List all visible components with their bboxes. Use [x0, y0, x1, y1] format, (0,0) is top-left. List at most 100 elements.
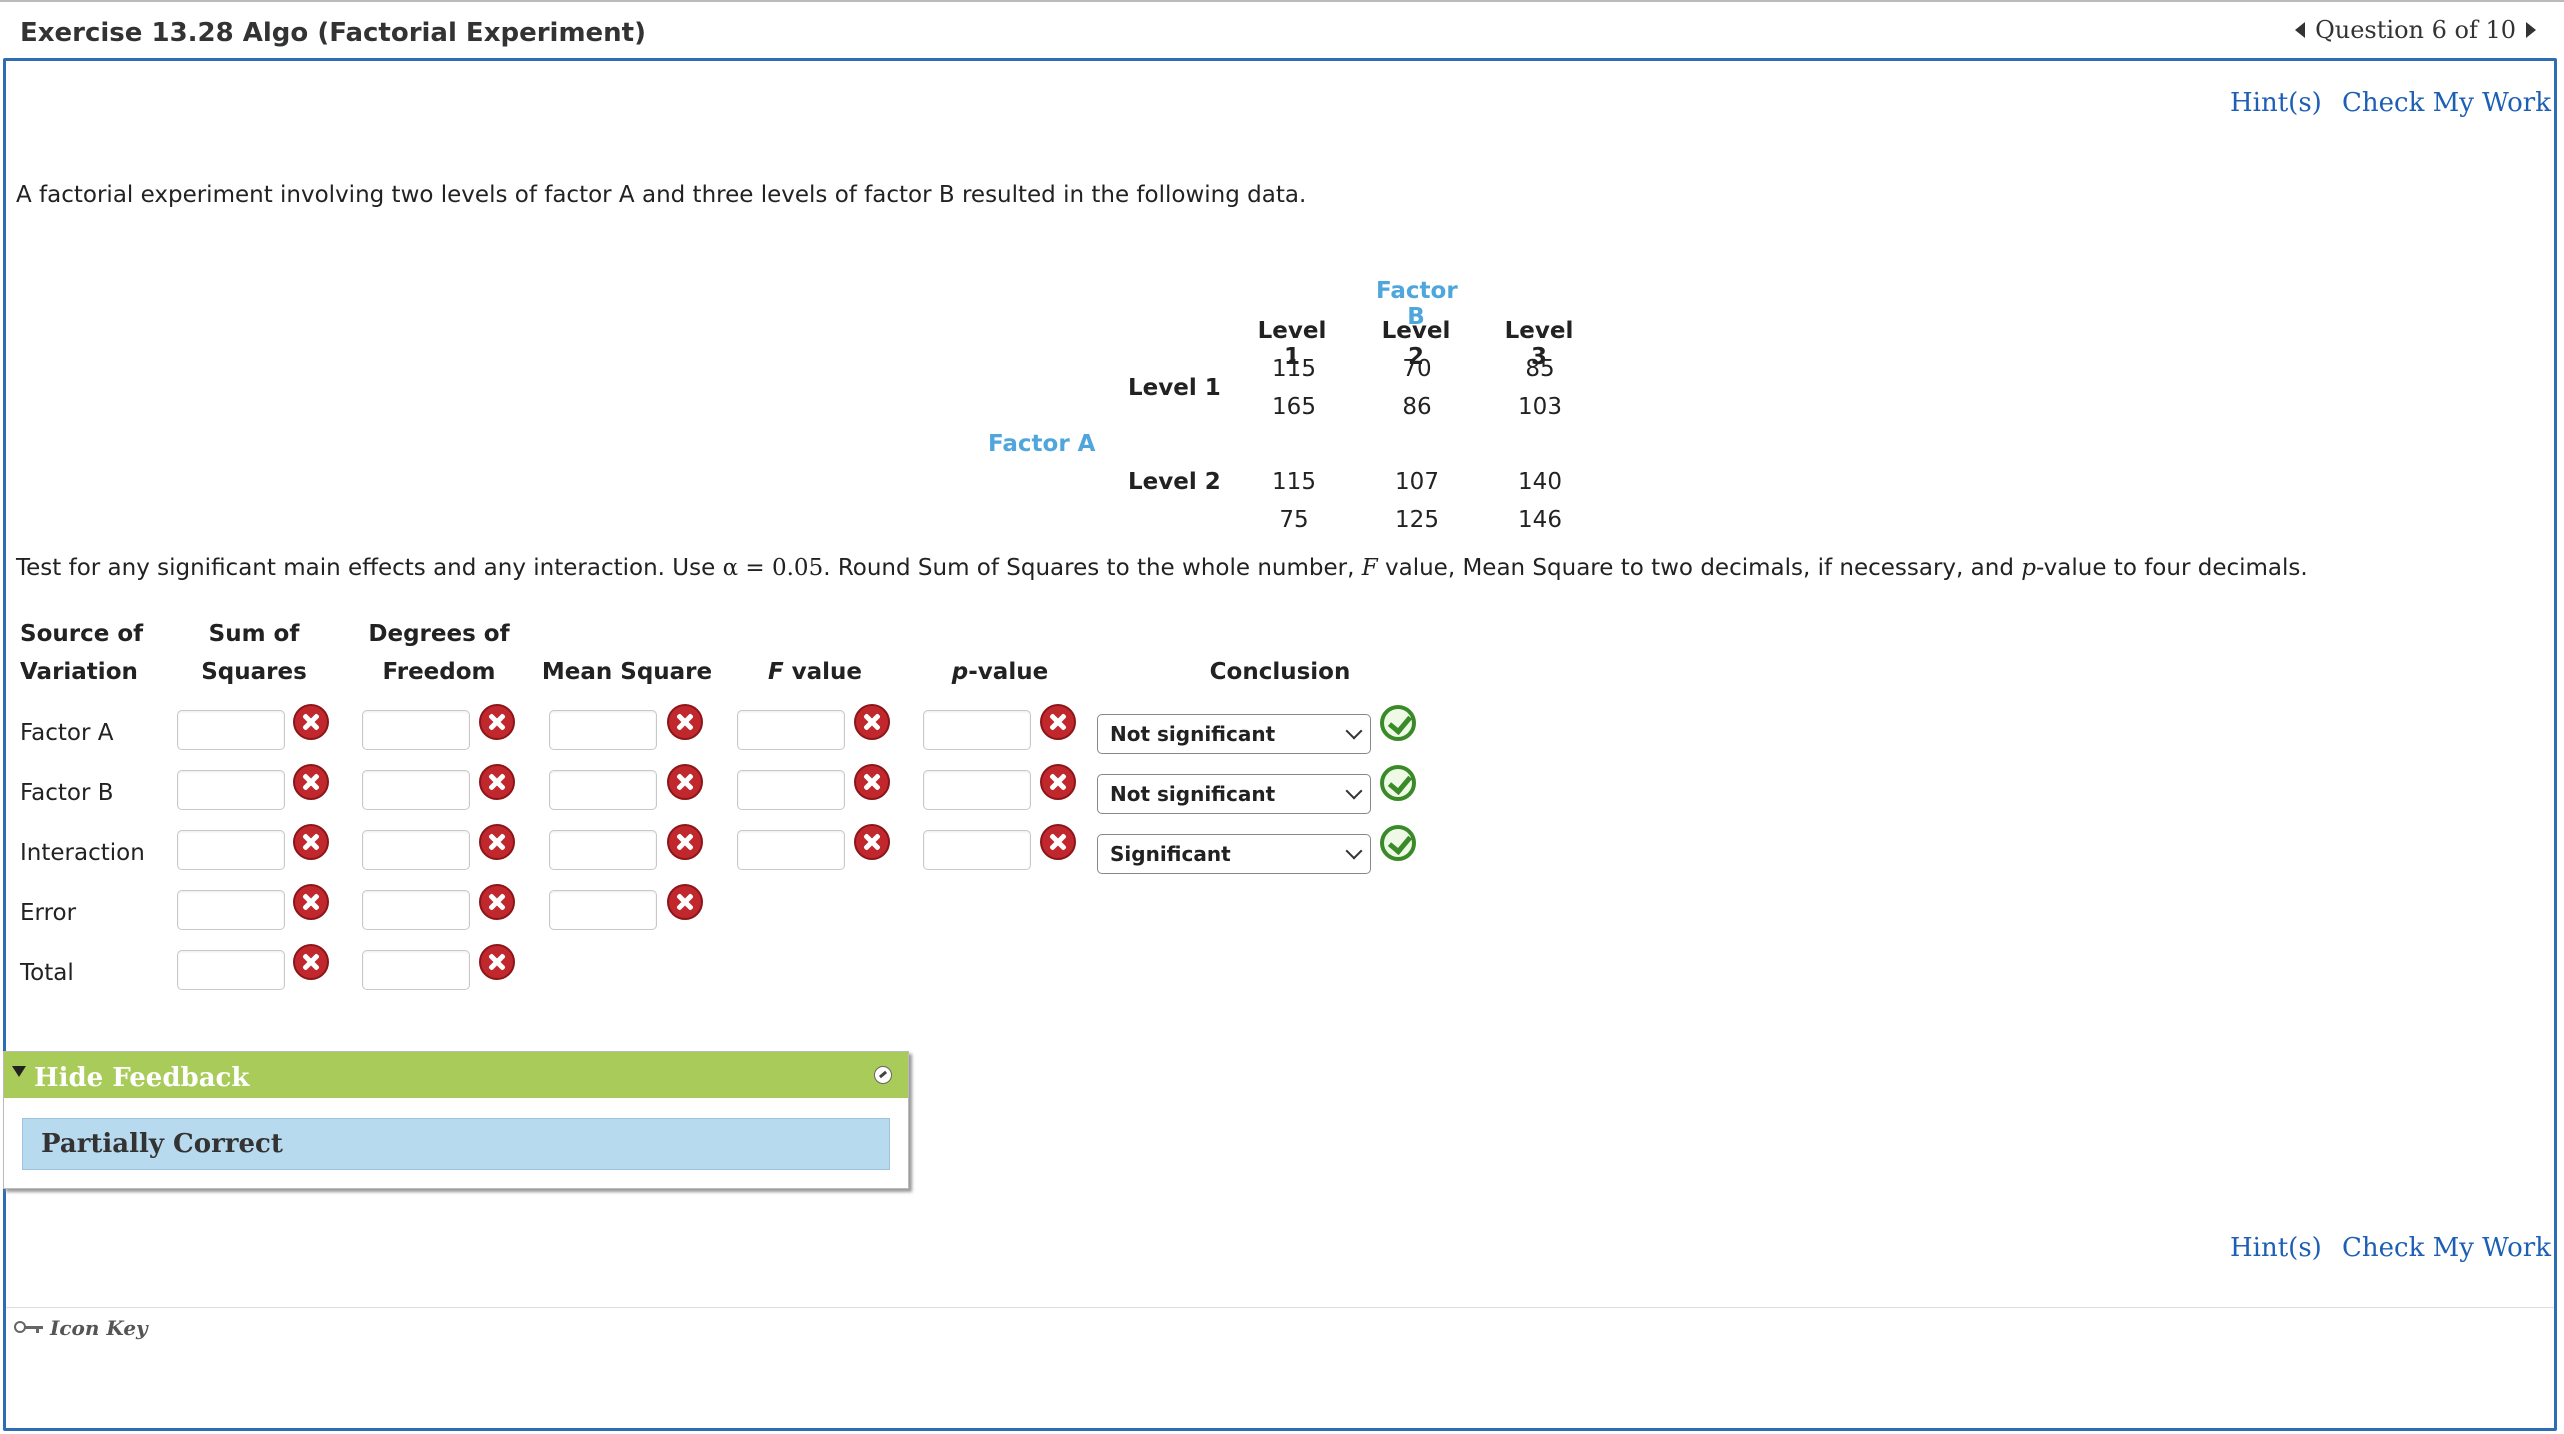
factor-a-degrees-of-freedom-input[interactable] [362, 710, 470, 750]
incorrect-icon [854, 764, 890, 800]
header-line: Variation [20, 659, 138, 685]
total-sum-of-squares-input[interactable] [177, 950, 285, 990]
correct-check-icon [1380, 825, 1416, 861]
header-degrees-of-freedom: Degrees of Freedom [364, 615, 514, 691]
interaction-f-value-input[interactable] [737, 830, 845, 870]
incorrect-icon [293, 944, 329, 980]
hints-link-top[interactable]: Hint(s) [2230, 88, 2322, 118]
data-cell: 146 [1518, 507, 1562, 533]
factor-b-conclusion-select[interactable]: Not significant [1097, 774, 1371, 814]
incorrect-icon [1040, 704, 1076, 740]
data-cell: 107 [1395, 469, 1439, 495]
incorrect-icon [667, 824, 703, 860]
header-line: Squares [201, 659, 307, 685]
interaction-degrees-of-freedom-input[interactable] [362, 830, 470, 870]
icon-key-link[interactable]: Icon Key [14, 1316, 148, 1340]
header-f-value: F value [746, 653, 884, 691]
header-line: Sum of [208, 621, 300, 647]
header-f-text: value [783, 659, 863, 685]
incorrect-icon [667, 764, 703, 800]
factor-b-level-3: Level 3 [1504, 318, 1574, 370]
chevron-down-icon [1345, 722, 1363, 740]
data-cell: 115 [1272, 356, 1316, 382]
incorrect-icon [854, 824, 890, 860]
incorrect-icon [293, 824, 329, 860]
factor-b-degrees-of-freedom-input[interactable] [362, 770, 470, 810]
interaction-p-value-input[interactable] [923, 830, 1031, 870]
total-degrees-of-freedom-input[interactable] [362, 950, 470, 990]
incorrect-icon [854, 704, 890, 740]
question-panel [3, 58, 2557, 1431]
edit-icon[interactable] [874, 1066, 892, 1084]
header-source: Source of Variation [20, 615, 143, 691]
factor-b-f-value-input[interactable] [737, 770, 845, 810]
header-f-symbol: F [767, 659, 784, 685]
factor-b-mean-square-input[interactable] [549, 770, 657, 810]
instructions-text: value, Mean Square to two decimals, if n… [1377, 555, 2022, 581]
data-cell: 86 [1402, 394, 1432, 420]
chevron-down-icon [1345, 782, 1363, 800]
problem-intro: A factorial experiment involving two lev… [16, 182, 1307, 208]
header-line: Freedom [382, 659, 496, 685]
header-bar: Exercise 13.28 Algo (Factorial Experimen… [0, 0, 2564, 62]
check-my-work-link-top[interactable]: Check My Work [2342, 88, 2551, 118]
feedback-toggle-bar[interactable]: Hide Feedback [4, 1052, 908, 1098]
interaction-conclusion-select[interactable]: Significant [1097, 834, 1371, 874]
data-cell: 103 [1518, 394, 1562, 420]
factor-a-sum-of-squares-input[interactable] [177, 710, 285, 750]
incorrect-icon [479, 704, 515, 740]
factor-b-level-1: Level 1 [1257, 318, 1327, 370]
factor-a-level-1: Level 1 [1128, 375, 1221, 401]
instructions-text: -value to four decimals. [2035, 555, 2308, 581]
incorrect-icon [293, 764, 329, 800]
factor-a-mean-square-input[interactable] [549, 710, 657, 750]
p-symbol: p [2021, 555, 2036, 581]
interaction-sum-of-squares-input[interactable] [177, 830, 285, 870]
header-sum-of-squares: Sum of Squares [194, 615, 314, 691]
triangle-down-icon [12, 1066, 26, 1077]
error-degrees-of-freedom-input[interactable] [362, 890, 470, 930]
question-counter: Question 6 of 10 [2315, 16, 2516, 44]
question-navigator: Question 6 of 10 [2295, 16, 2536, 44]
error-sum-of-squares-input[interactable] [177, 890, 285, 930]
exercise-title: Exercise 13.28 Algo (Factorial Experimen… [20, 18, 646, 48]
header-mean-square: Mean Square [541, 659, 713, 685]
instructions-text: . Round Sum of Squares to the whole numb… [823, 555, 1362, 581]
factor-a-p-value-input[interactable] [923, 710, 1031, 750]
header-line: Degrees of [368, 621, 510, 647]
previous-question-icon[interactable] [2295, 22, 2306, 38]
factor-a-conclusion-select[interactable]: Not significant [1097, 714, 1371, 754]
incorrect-icon [1040, 824, 1076, 860]
incorrect-icon [479, 884, 515, 920]
icon-key-label: Icon Key [50, 1316, 148, 1340]
check-my-work-link-bottom[interactable]: Check My Work [2342, 1233, 2551, 1263]
incorrect-icon [479, 764, 515, 800]
instructions-text: Test for any significant main effects an… [16, 555, 723, 581]
header-conclusion: Conclusion [1209, 659, 1351, 685]
data-cell: 140 [1518, 469, 1562, 495]
hide-feedback-label: Hide Feedback [34, 1063, 250, 1093]
feedback-status: Partially Correct [22, 1118, 890, 1170]
data-cell: 85 [1525, 356, 1555, 382]
data-cell: 70 [1402, 356, 1432, 382]
incorrect-icon [293, 704, 329, 740]
factor-b-sum-of-squares-input[interactable] [177, 770, 285, 810]
next-question-icon[interactable] [2526, 22, 2536, 38]
incorrect-icon [479, 944, 515, 980]
chevron-down-icon [1345, 842, 1363, 860]
factor-a-f-value-input[interactable] [737, 710, 845, 750]
row-label-factor-a: Factor A [20, 720, 114, 746]
hints-link-bottom[interactable]: Hint(s) [2230, 1233, 2322, 1263]
data-cell: 125 [1395, 507, 1439, 533]
incorrect-icon [1040, 764, 1076, 800]
correct-check-icon [1380, 705, 1416, 741]
selected-option: Not significant [1110, 782, 1276, 806]
incorrect-icon [479, 824, 515, 860]
instructions: Test for any significant main effects an… [16, 555, 2308, 581]
interaction-mean-square-input[interactable] [549, 830, 657, 870]
selected-option: Significant [1110, 842, 1231, 866]
factor-b-p-value-input[interactable] [923, 770, 1031, 810]
error-mean-square-input[interactable] [549, 890, 657, 930]
factor-b-label: Factor B [1376, 278, 1458, 330]
data-cell: 115 [1272, 469, 1316, 495]
